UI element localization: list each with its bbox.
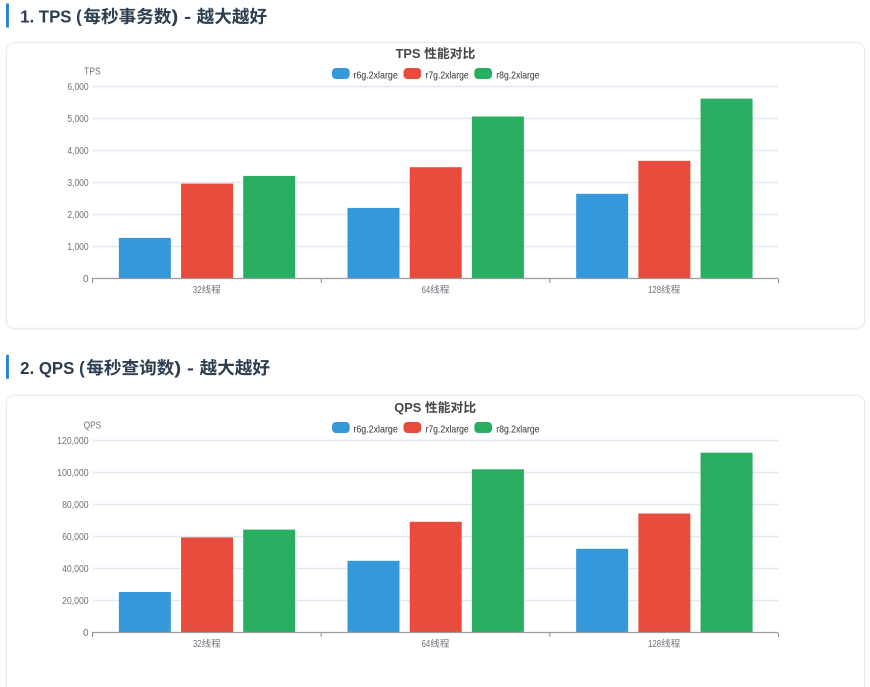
- svg-text:1. TPS (: 1. TPS (: [20, 7, 82, 27]
- svg-text:) -: ) -: [174, 358, 194, 378]
- svg-text:32: 32: [193, 639, 202, 650]
- svg-text:5,000: 5,000: [67, 114, 89, 125]
- svg-text:3,000: 3,000: [67, 178, 89, 189]
- svg-text:32: 32: [193, 285, 202, 296]
- svg-text:2. QPS (: 2. QPS (: [20, 358, 85, 378]
- svg-text:60,000: 60,000: [62, 532, 89, 543]
- svg-text:QPS: QPS: [394, 400, 421, 415]
- svg-text:QPS: QPS: [84, 421, 102, 432]
- svg-text:r6g.2xlarge: r6g.2xlarge: [353, 70, 398, 82]
- svg-text:r7g.2xlarge: r7g.2xlarge: [426, 424, 469, 436]
- svg-text:TPS: TPS: [396, 46, 421, 61]
- svg-text:r7g.2xlarge: r7g.2xlarge: [426, 70, 469, 82]
- svg-text:80,000: 80,000: [62, 500, 89, 511]
- svg-text:4,000: 4,000: [67, 146, 89, 157]
- svg-text:128: 128: [648, 285, 661, 296]
- svg-text:0: 0: [83, 628, 89, 639]
- svg-text:r6g.2xlarge: r6g.2xlarge: [353, 424, 398, 436]
- svg-text:100,000: 100,000: [57, 468, 89, 479]
- svg-text:120,000: 120,000: [57, 436, 89, 447]
- svg-text:1,000: 1,000: [67, 242, 89, 253]
- svg-text:6,000: 6,000: [67, 82, 89, 93]
- svg-text:0: 0: [83, 274, 89, 285]
- svg-text:20,000: 20,000: [62, 596, 89, 607]
- svg-text:40,000: 40,000: [62, 564, 89, 575]
- svg-text:r8g.2xlarge: r8g.2xlarge: [496, 424, 539, 436]
- svg-text:r8g.2xlarge: r8g.2xlarge: [496, 70, 539, 82]
- svg-text:) -: ) -: [171, 7, 191, 27]
- svg-text:64: 64: [422, 285, 431, 296]
- svg-text:2,000: 2,000: [67, 210, 89, 221]
- svg-text:64: 64: [422, 639, 431, 650]
- svg-text:128: 128: [648, 639, 661, 650]
- svg-text:TPS: TPS: [84, 67, 101, 78]
